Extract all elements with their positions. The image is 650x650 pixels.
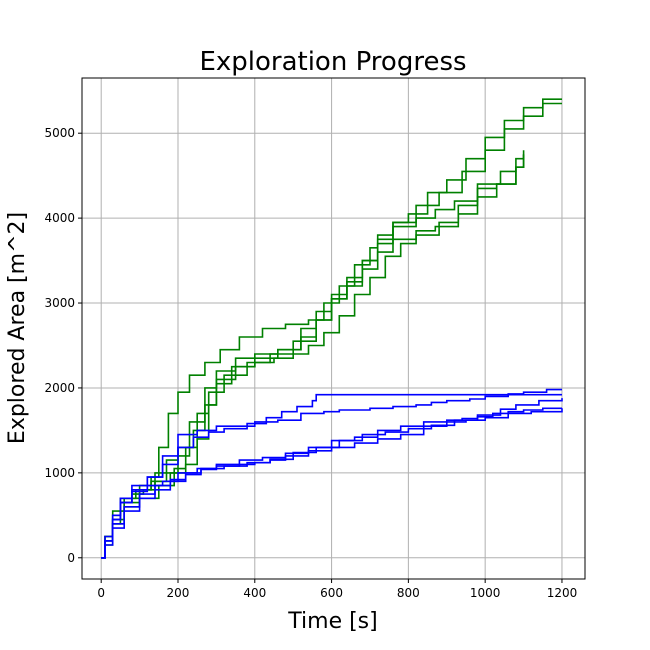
chart-title: Exploration Progress <box>199 47 466 77</box>
blue-series-line <box>101 408 563 559</box>
y-tick-label: 2000 <box>44 381 75 395</box>
blue-series-line <box>101 398 563 559</box>
x-tick-label: 800 <box>397 586 420 600</box>
series-lines <box>101 98 563 559</box>
x-tick-label: 400 <box>243 586 266 600</box>
x-axis-title: Time [s] <box>287 609 377 634</box>
axis-ticks: 0 200 400 600 800 1000 1200 0 1000 2000 3000 4000 50… <box>44 126 577 600</box>
x-tick-label: 600 <box>320 586 343 600</box>
y-axis-title: Explored Area [m^2] <box>5 212 30 444</box>
x-tick-label: 0 <box>97 586 105 600</box>
y-tick-label: 3000 <box>44 296 75 310</box>
green-series-line <box>101 154 525 559</box>
y-tick-label: 4000 <box>44 211 75 225</box>
y-tick-label: 0 <box>67 551 75 565</box>
x-tick-label: 1200 <box>547 586 578 600</box>
y-tick-label: 1000 <box>44 466 75 480</box>
blue-series-line <box>101 388 562 559</box>
y-tick-label: 5000 <box>44 126 75 140</box>
plot-frame <box>81 77 586 580</box>
x-tick-label: 1000 <box>470 586 501 600</box>
x-tick-label: 200 <box>167 586 190 600</box>
